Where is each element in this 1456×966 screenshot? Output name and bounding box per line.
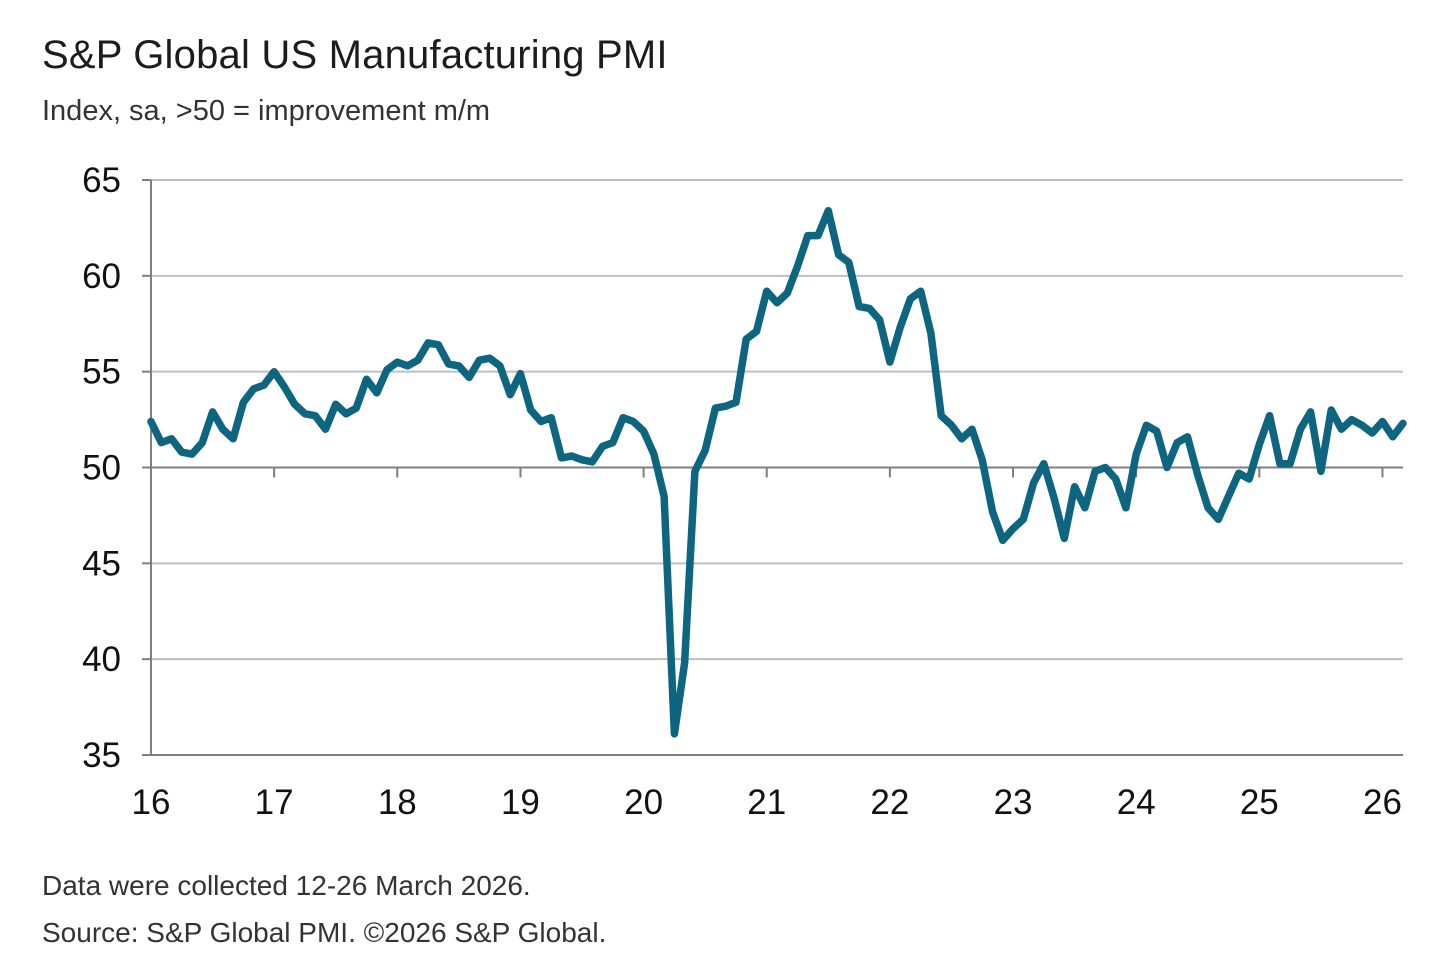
y-tick-label-50: 50 (82, 449, 121, 488)
y-tick-label-55: 55 (82, 353, 121, 392)
data-collection-note: Data were collected 12-26 March 2026. (42, 870, 531, 901)
x-tick-label-17: 17 (255, 783, 294, 822)
series-layer (147, 206, 1407, 738)
y-tick-label-40: 40 (82, 640, 121, 679)
x-tick-label-23: 23 (994, 783, 1033, 822)
grid-lines (151, 179, 1403, 661)
x-tick-label-18: 18 (378, 783, 417, 822)
x-tick-label-24: 24 (1117, 783, 1156, 822)
y-tick-label-35: 35 (82, 736, 121, 775)
x-tick-label-25: 25 (1240, 783, 1279, 822)
series-line-pmi (147, 206, 1407, 738)
x-tick-label-20: 20 (624, 783, 663, 822)
x-tick-label-26: 26 (1363, 783, 1402, 822)
y-tick-label-45: 45 (82, 544, 121, 583)
x-tick-label-16: 16 (132, 783, 171, 822)
y-tick-labels: 35 40 45 50 55 60 65 (82, 161, 121, 775)
x-tick-label-21: 21 (747, 783, 786, 822)
chart-subtitle: Index, sa, >50 = improvement m/m (42, 95, 491, 127)
y-tick-label-60: 60 (82, 257, 121, 296)
y-tick-label-65: 65 (82, 161, 121, 200)
axes (142, 179, 1403, 756)
source-note: Source: S&P Global PMI. ©2026 S&P Global… (42, 917, 607, 948)
x-tick-label-19: 19 (501, 783, 540, 822)
x-tick-labels: 16 17 18 19 20 21 22 23 24 25 26 (132, 783, 1402, 822)
chart-title: S&P Global US Manufacturing PMI (42, 33, 668, 77)
x-tick-label-22: 22 (870, 783, 909, 822)
